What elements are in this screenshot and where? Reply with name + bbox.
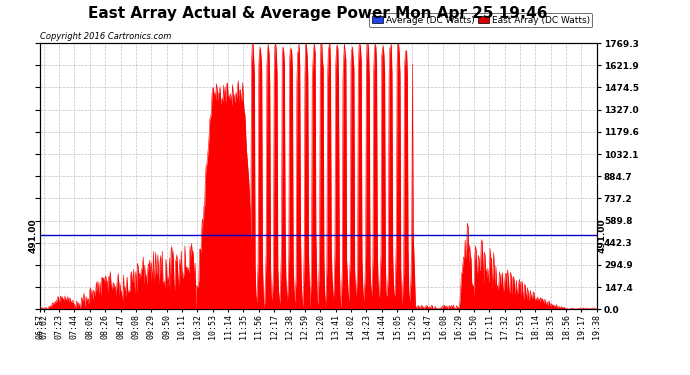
Text: 491.00: 491.00 [28, 218, 37, 253]
Text: 491.00: 491.00 [598, 218, 607, 253]
Legend: Average (DC Watts), East Array (DC Watts): Average (DC Watts), East Array (DC Watts… [369, 13, 592, 27]
Text: East Array Actual & Average Power Mon Apr 25 19:46: East Array Actual & Average Power Mon Ap… [88, 6, 547, 21]
Text: Copyright 2016 Cartronics.com: Copyright 2016 Cartronics.com [40, 32, 171, 41]
